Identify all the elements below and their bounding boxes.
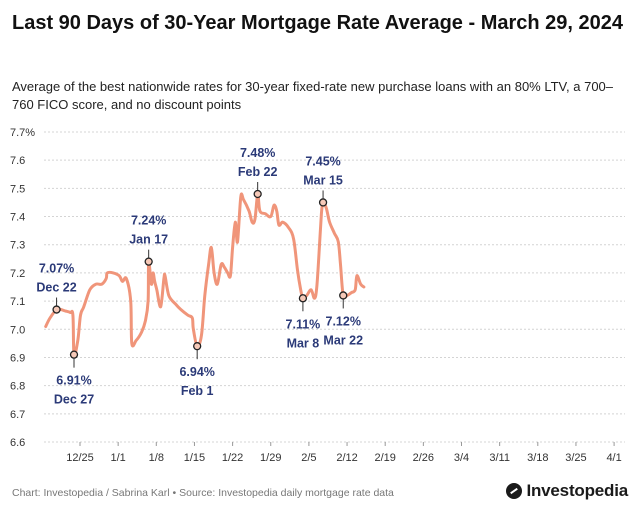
annotation-dec-27: 6.91% Dec 27 [54,350,94,407]
annotation-value: 6.91% [56,374,91,388]
annotation-value: 6.94% [179,365,214,379]
annotation-date: Mar 15 [303,173,343,187]
y-tick-label: 6.7 [10,409,25,421]
annotation-point[interactable] [69,350,79,359]
y-tick-label: 6.9 [10,352,25,364]
annotation-value: 7.48% [240,146,275,160]
x-tick-label: 3/4 [454,452,469,464]
annotation-feb-22: 7.48% Feb 22 [238,146,278,199]
chart-source: Chart: Investopedia / Sabrina Karl • Sou… [12,487,394,499]
y-tick-label: 6.8 [10,381,25,393]
chart-title: Last 90 Days of 30-Year Mortgage Rate Av… [12,12,624,34]
x-tick-label: 2/19 [374,452,395,464]
y-axis: 6.6 6.7 6.8 6.9 7.0 7.1 7.2 7.3 7.4 7.5 7.6 7.7% [10,127,35,449]
series-line [44,192,366,357]
x-tick-label: 2/5 [301,452,316,464]
grid-lines [44,131,625,443]
annotation-date: Dec 22 [36,281,76,295]
x-tick-label: 1/29 [260,452,281,464]
x-tick-label: 1/8 [149,452,164,464]
x-tick-label: 3/18 [527,452,548,464]
annotation-date: Dec 27 [54,393,94,407]
investopedia-logo[interactable]: Investopedia [506,481,628,501]
annotation-feb-1: 6.94% Feb 1 [179,342,215,398]
y-tick-label: 7.0 [10,324,25,336]
series-layer [44,192,366,357]
annotation-value: 7.07% [39,262,74,276]
annotation-point[interactable] [193,342,202,351]
y-tick-label: 7.6 [10,155,25,167]
annotation-point[interactable] [339,291,348,300]
x-tick-label: 3/11 [489,452,510,464]
annotation-value: 7.45% [305,154,340,168]
annotation-date: Feb 1 [181,384,214,398]
annotation-point[interactable] [318,198,328,207]
annotation-point[interactable] [144,257,153,266]
x-tick-label: 12/25 [66,452,94,464]
annotation-value: 7.11% [286,317,321,331]
annotation-mar-8: 7.11% Mar 8 [286,294,321,350]
annotations-layer: 7.07% Dec 22 6.91% Dec 27 7.24% Jan 17 6.94% Fe… [36,146,363,407]
annotation-point[interactable] [298,294,308,303]
y-tick-label: 7.2 [10,268,25,280]
logo-text: Investopedia [526,481,628,500]
annotation-point[interactable] [52,305,61,314]
annotation-date: Mar 22 [323,333,363,347]
annotation-date: Jan 17 [129,233,168,247]
y-tick-label: 7.1 [10,296,25,308]
x-axis: 12/25 1/1 1/8 1/15 1/22 1/29 2/5 2/12 2/19 2/26 3/… [66,442,622,464]
annotation-value: 7.24% [131,214,166,228]
logo-icon [506,483,523,499]
x-tick-label: 2/12 [336,452,357,464]
chart-subtitle: Average of the best nationwide rates for… [12,79,614,112]
annotation-date: Mar 8 [287,336,320,350]
y-tick-label: 7.7% [10,127,35,139]
annotation-jan-17: 7.24% Jan 17 [129,214,168,266]
annotation-point[interactable] [253,189,262,199]
x-tick-label: 3/25 [565,452,586,464]
annotation-mar-15: 7.45% Mar 15 [303,154,343,207]
y-tick-label: 7.4 [10,212,25,224]
x-tick-label: 1/15 [184,452,205,464]
annotation-dec-22: 7.07% Dec 22 [36,262,77,314]
annotation-mar-22: 7.12% Mar 22 [323,291,363,347]
y-tick-label: 7.3 [10,240,25,252]
annotation-value: 7.12% [326,314,361,328]
annotation-date: Feb 22 [238,165,278,179]
x-tick-label: 2/26 [413,452,434,464]
y-tick-label: 7.5 [10,183,25,195]
y-tick-label: 6.6 [10,437,25,449]
x-tick-label: 1/22 [222,452,243,464]
x-tick-label: 1/1 [111,452,126,464]
x-tick-label: 4/1 [606,452,621,464]
